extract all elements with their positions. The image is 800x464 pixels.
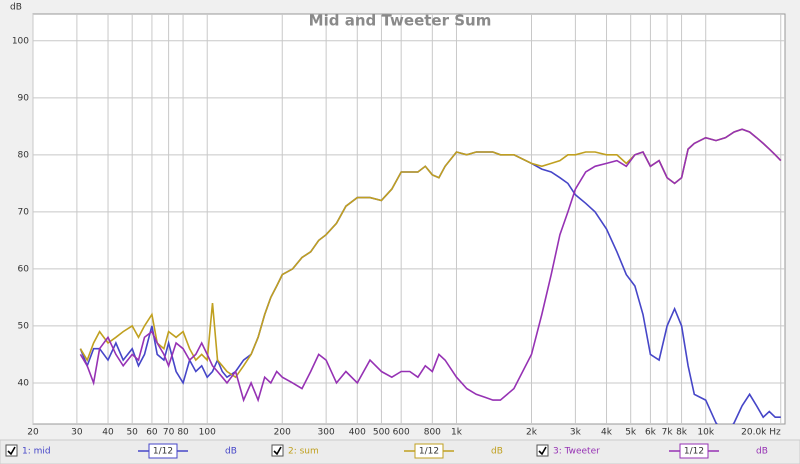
legend-label: 2: sum: [288, 447, 319, 457]
x-tick-label: 3k: [570, 428, 582, 438]
legend-label: 3: Tweeter: [553, 447, 600, 457]
x-tick-label: 20.0k Hz: [741, 428, 781, 438]
smoothing-box: [414, 443, 444, 459]
y-tick-label: 50: [18, 321, 30, 331]
x-tick-label: 30: [71, 428, 83, 438]
y-tick-label: 90: [18, 93, 30, 103]
x-tick-label: 4k: [601, 428, 613, 438]
legend-unit: dB: [756, 447, 768, 457]
x-tick-label: 6k: [645, 428, 657, 438]
x-tick-label: 80: [177, 428, 189, 438]
checkbox[interactable]: [271, 444, 284, 457]
x-tick-label: 5k: [625, 428, 637, 438]
x-tick-label: 20: [27, 428, 39, 438]
x-tick-label: 70: [163, 428, 175, 438]
x-tick-label: 50: [126, 428, 138, 438]
legend-unit: dB: [491, 447, 503, 457]
y-tick-label: 100: [12, 36, 29, 46]
x-tick-label: 100: [199, 428, 216, 438]
y-tick-label: 70: [18, 207, 30, 217]
x-tick-label: 10k: [697, 428, 714, 438]
x-tick-label: 600: [393, 428, 410, 438]
y-tick-label: 40: [18, 378, 30, 388]
plot-area: [32, 13, 786, 425]
smoothing-label: 1/12: [419, 447, 439, 457]
y-tick-label: 80: [18, 150, 30, 160]
x-tick-label: 1k: [451, 428, 463, 438]
smoothing-box: [679, 443, 709, 459]
x-tick-label: 800: [424, 428, 441, 438]
checkbox[interactable]: [536, 444, 549, 457]
x-tick-label: 40: [102, 428, 114, 438]
x-tick-label: 400: [349, 428, 366, 438]
x-tick-label: 200: [274, 428, 291, 438]
legend-unit: dB: [225, 447, 237, 457]
y-tick-label: 60: [18, 264, 30, 274]
smoothing-label: 1/12: [684, 447, 704, 457]
x-tick-label: 500: [373, 428, 390, 438]
smoothing-box: [148, 443, 178, 459]
checkmark: [538, 446, 547, 456]
data-line: [79, 128, 782, 403]
legend-bar: [0, 439, 800, 464]
x-tick-label: 8k: [676, 428, 688, 438]
y-axis-label: dB: [10, 3, 22, 13]
x-tick-label: 300: [318, 428, 335, 438]
checkbox[interactable]: [5, 444, 18, 457]
x-tick-label: 2k: [526, 428, 538, 438]
smoothing-label: 1/12: [153, 447, 173, 457]
legend-label: 1: mid: [22, 447, 51, 457]
x-tick-label: 7k: [662, 428, 674, 438]
checkmark: [273, 446, 282, 456]
x-tick-label: 60: [146, 428, 158, 438]
chart-title: Mid and Tweeter Sum: [309, 12, 492, 30]
checkmark: [7, 446, 16, 456]
